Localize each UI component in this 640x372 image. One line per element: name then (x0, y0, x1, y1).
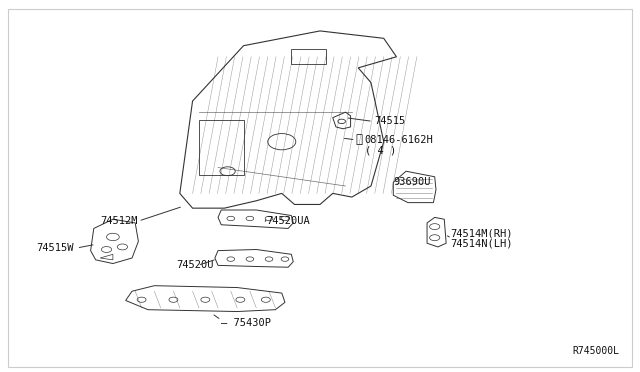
Text: 74514M(RH): 74514M(RH) (451, 229, 513, 239)
Text: Ⓑ: Ⓑ (356, 133, 363, 146)
Text: ( 4 ): ( 4 ) (365, 146, 396, 156)
Text: 74515: 74515 (374, 116, 405, 126)
Text: 08146-6162H: 08146-6162H (365, 135, 433, 145)
Text: 74515W: 74515W (36, 243, 74, 253)
Text: 93690U: 93690U (394, 177, 431, 187)
Text: 74520UA: 74520UA (266, 217, 310, 227)
Text: 74514N(LH): 74514N(LH) (451, 238, 513, 248)
Text: 74512M: 74512M (100, 216, 138, 226)
Bar (199, 119, 244, 175)
Text: R745000L: R745000L (573, 346, 620, 356)
Text: 74520U: 74520U (177, 260, 214, 270)
Text: — 75430P: — 75430P (221, 318, 271, 328)
Bar (291, 49, 326, 64)
